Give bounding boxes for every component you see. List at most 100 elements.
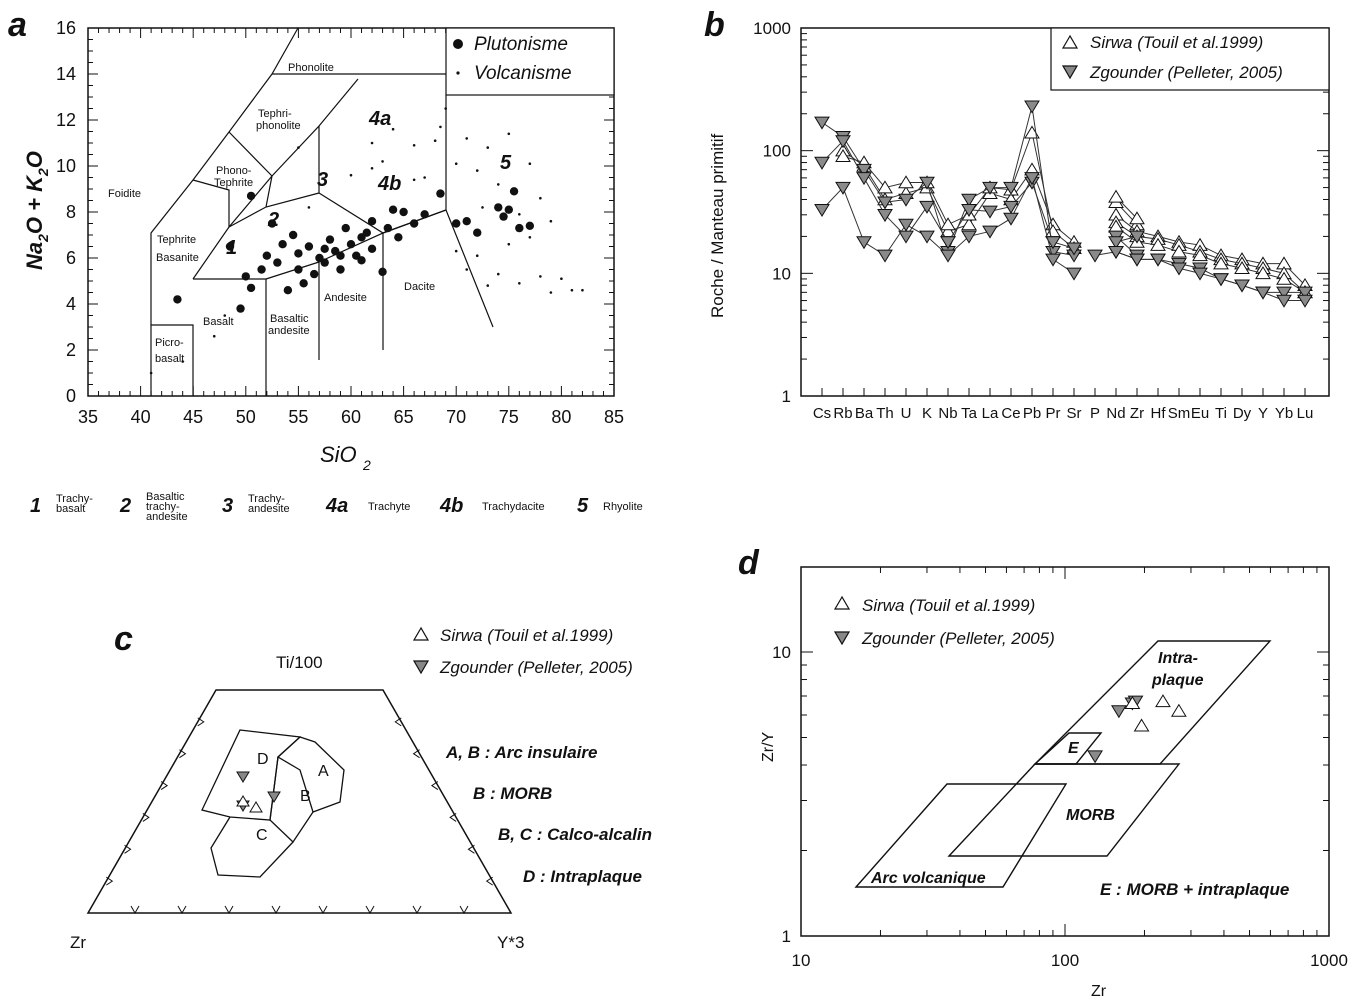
plutonisme-point <box>173 295 182 304</box>
plutonisme-point <box>267 219 277 228</box>
spider-line <box>842 130 1075 249</box>
ternary-point-sirwa <box>249 801 263 813</box>
key-label: Trachyte <box>368 501 410 513</box>
volcanisme-point <box>223 314 227 317</box>
plutonisme-point <box>509 187 519 196</box>
x-tick-label: 55 <box>288 407 308 427</box>
sirwa-point <box>1155 694 1171 708</box>
ternary-tick <box>179 749 187 759</box>
zgounder-point <box>919 176 935 190</box>
zgounder-point <box>898 193 914 207</box>
x-tick-label: Pb <box>1023 405 1041 422</box>
zgounder-point <box>940 249 956 263</box>
field-tephriphonolite-2: phonolite <box>256 120 301 132</box>
key-label: Trachy- <box>248 493 285 505</box>
plutonisme-point <box>362 228 371 237</box>
volcanisme-point <box>486 146 490 149</box>
plutonisme-point <box>225 242 235 251</box>
panel-b-legend: Sirwa (Touil et al.1999) Zgounder (Pelle… <box>1050 27 1330 91</box>
zgounder-point <box>877 209 893 223</box>
volcanisme-point <box>570 288 574 292</box>
volcanisme-point <box>370 141 374 145</box>
zgounder-point <box>877 196 893 210</box>
x-tick-label: 1000 <box>1310 951 1348 970</box>
panel-a-letter: a <box>8 6 27 44</box>
zgounder-point <box>919 230 935 244</box>
plutonisme-point <box>309 269 319 279</box>
ternary-tick <box>467 844 475 854</box>
zgounder-point <box>856 236 872 250</box>
ternary-label-c: C <box>256 827 268 844</box>
field-tephrite-2: Basanite <box>156 252 199 264</box>
panel-c-notes: A, B : Arc insulaire B : MORB B, C : Cal… <box>445 743 652 886</box>
panel-c-note-4: D : Intraplaque <box>523 867 642 886</box>
x-tick-label: K <box>922 405 932 422</box>
y-tick-label: 16 <box>56 18 76 38</box>
sirwa-point <box>1192 248 1208 262</box>
ternary-tick <box>160 781 169 790</box>
zgounder-point <box>1297 294 1313 308</box>
x-tick-label: 45 <box>183 407 203 427</box>
y-tick-label: 10 <box>772 643 791 662</box>
plutonisme-point <box>257 265 266 274</box>
field-c-outline <box>210 816 294 878</box>
legend-plutonisme-label: Plutonisme <box>474 34 568 55</box>
plutonisme-point <box>299 279 308 288</box>
legend-b-zgounder-label: Zgounder (Pelleter, 2005) <box>1089 63 1283 82</box>
legend-b-sirwa-marker <box>1061 34 1079 49</box>
panel-c-legend: Sirwa (Touil et al.1999) Zgounder (Pelle… <box>412 626 633 677</box>
y-tick-label: 6 <box>66 248 76 268</box>
field-d-outline <box>201 729 302 821</box>
ternary-point-sirwa <box>236 795 250 807</box>
ternary-point-zgounder <box>267 791 281 803</box>
tas-line-upper <box>150 27 299 325</box>
x-tick-label: Ce <box>1001 405 1020 422</box>
x-tick-label: 65 <box>394 407 414 427</box>
field-phonolite: Phonolite <box>288 62 334 74</box>
sirwa-point <box>1124 695 1141 709</box>
plutonisme-point <box>236 304 245 313</box>
panel-b-ticks: 1 10 100 1000 Cs Rb Ba Th U K Nb Ta La Ce Pb Pr Sr P Nd Zr H… <box>753 19 1329 422</box>
y-tick-label: 1 <box>782 387 791 406</box>
key-label: trachy- <box>146 501 180 513</box>
zgounder-point <box>1108 245 1124 259</box>
sirwa-point <box>1150 237 1166 251</box>
plutonisme-point <box>409 219 419 228</box>
volcanisme-point <box>475 169 479 172</box>
x-tick-label: Pr <box>1046 405 1061 422</box>
plutonisme-point <box>336 251 345 260</box>
plutonisme-point <box>325 235 335 244</box>
plutonisme-point <box>499 212 508 221</box>
plutonisme-point <box>383 223 393 233</box>
volcanisme-point <box>297 146 300 149</box>
y-tick-label: 4 <box>66 294 76 314</box>
zgounder-point <box>961 193 977 207</box>
panel-d-note: E : MORB + intraplaque <box>1100 880 1289 899</box>
zgounder-point <box>982 181 998 195</box>
field-arc-outline <box>854 783 1068 888</box>
sirwa-point <box>1255 266 1271 280</box>
volcanisme-point <box>412 144 416 147</box>
x-tick-label: Y <box>1258 405 1268 422</box>
volcanisme-point <box>433 139 437 142</box>
x-tick-label: 60 <box>341 407 361 427</box>
field-basalt: Basalt <box>203 316 234 328</box>
zgounder-point <box>835 135 851 149</box>
spider-line <box>842 150 1075 243</box>
key-label: Trachydacite <box>482 501 545 513</box>
zgounder-point <box>1234 279 1250 293</box>
panel-b-ylabel: Roche / Manteau primitif <box>708 133 727 318</box>
plutonisme-point <box>452 219 461 228</box>
ternary-tick <box>412 749 420 759</box>
plutonisme-point <box>394 233 403 242</box>
volcanisme-point <box>423 176 426 179</box>
zgounder-point <box>877 249 893 263</box>
field-intraplaque-2: plaque <box>1151 672 1204 689</box>
sirwa-point <box>1024 125 1040 139</box>
sirwa-point <box>1170 703 1187 717</box>
plutonisme-point <box>241 272 250 281</box>
zgounder-point <box>1213 273 1229 287</box>
key-number: 4b <box>439 495 463 517</box>
